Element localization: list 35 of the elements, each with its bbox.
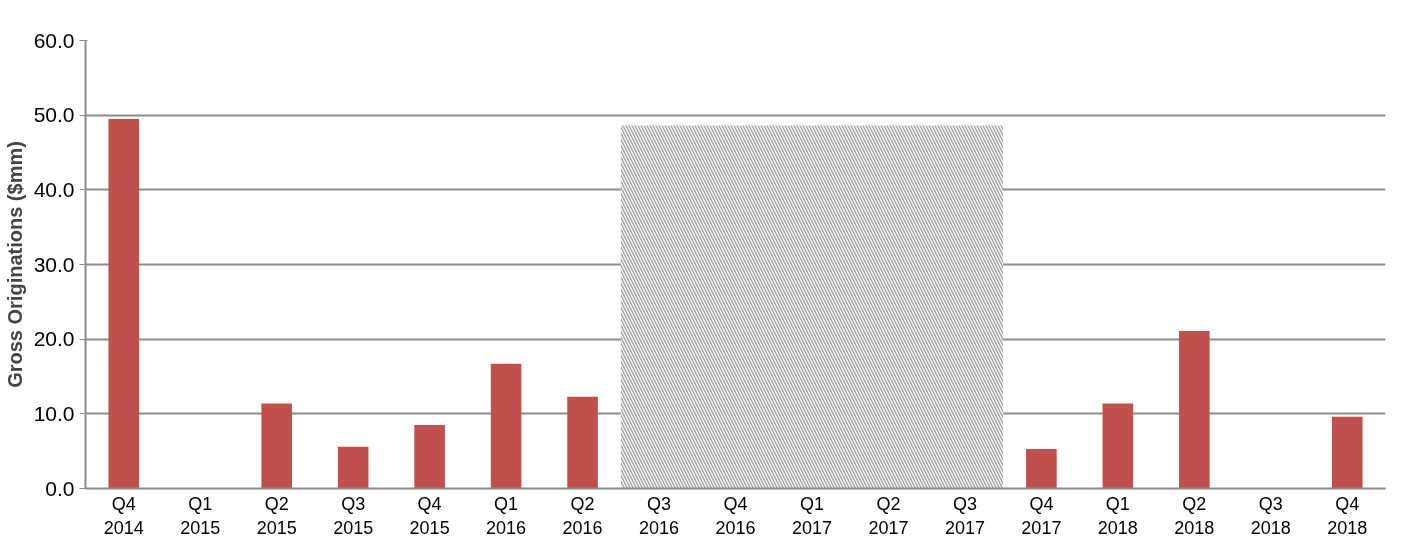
x-tick-label: Q4 2017	[1021, 493, 1062, 538]
x-tick-label: Q1 2016	[486, 493, 527, 538]
bar	[1331, 416, 1363, 489]
x-tick-label: Q1 2017	[791, 493, 832, 538]
bar	[108, 118, 140, 489]
y-tick-label: 30.0	[33, 252, 75, 276]
x-tick-label: Q4 2015	[409, 493, 450, 538]
y-tick-label: 10.0	[33, 401, 75, 425]
x-tick-label: Q3 2018	[1250, 493, 1291, 538]
x-tick-label: Q2 2015	[256, 493, 297, 538]
x-tick-label: Q2 2017	[868, 493, 909, 538]
y-tick-label: 20.0	[33, 327, 75, 351]
x-tick-label: Q3 2016	[639, 493, 680, 538]
bar	[1026, 448, 1057, 489]
x-tick-label: Q3 2017	[944, 493, 985, 538]
x-tick-label: Q1 2015	[180, 493, 221, 538]
bar	[261, 403, 292, 489]
y-tick-label: 50.0	[33, 103, 75, 127]
x-tick-label: Q2 2016	[562, 493, 603, 538]
bar	[490, 363, 522, 489]
bar	[337, 446, 369, 489]
bar	[414, 425, 445, 489]
x-tick-label: Q4 2018	[1327, 493, 1368, 538]
x-tick-label: Q4 2014	[103, 493, 144, 538]
y-tick-label: 60.0	[33, 28, 75, 52]
bar	[1102, 403, 1134, 489]
y-tick-label: 0.0	[45, 476, 75, 500]
bar	[1179, 330, 1210, 489]
x-tick-label: Q4 2016	[715, 493, 756, 538]
bar	[567, 396, 598, 489]
y-tick-label: 40.0	[33, 177, 75, 201]
y-axis-title: Gross Originations ($mm)	[3, 141, 26, 388]
x-tick-label: Q3 2015	[333, 493, 374, 538]
x-tick-label: Q1 2018	[1097, 493, 1138, 538]
x-tick-label: Q2 2018	[1174, 493, 1215, 538]
